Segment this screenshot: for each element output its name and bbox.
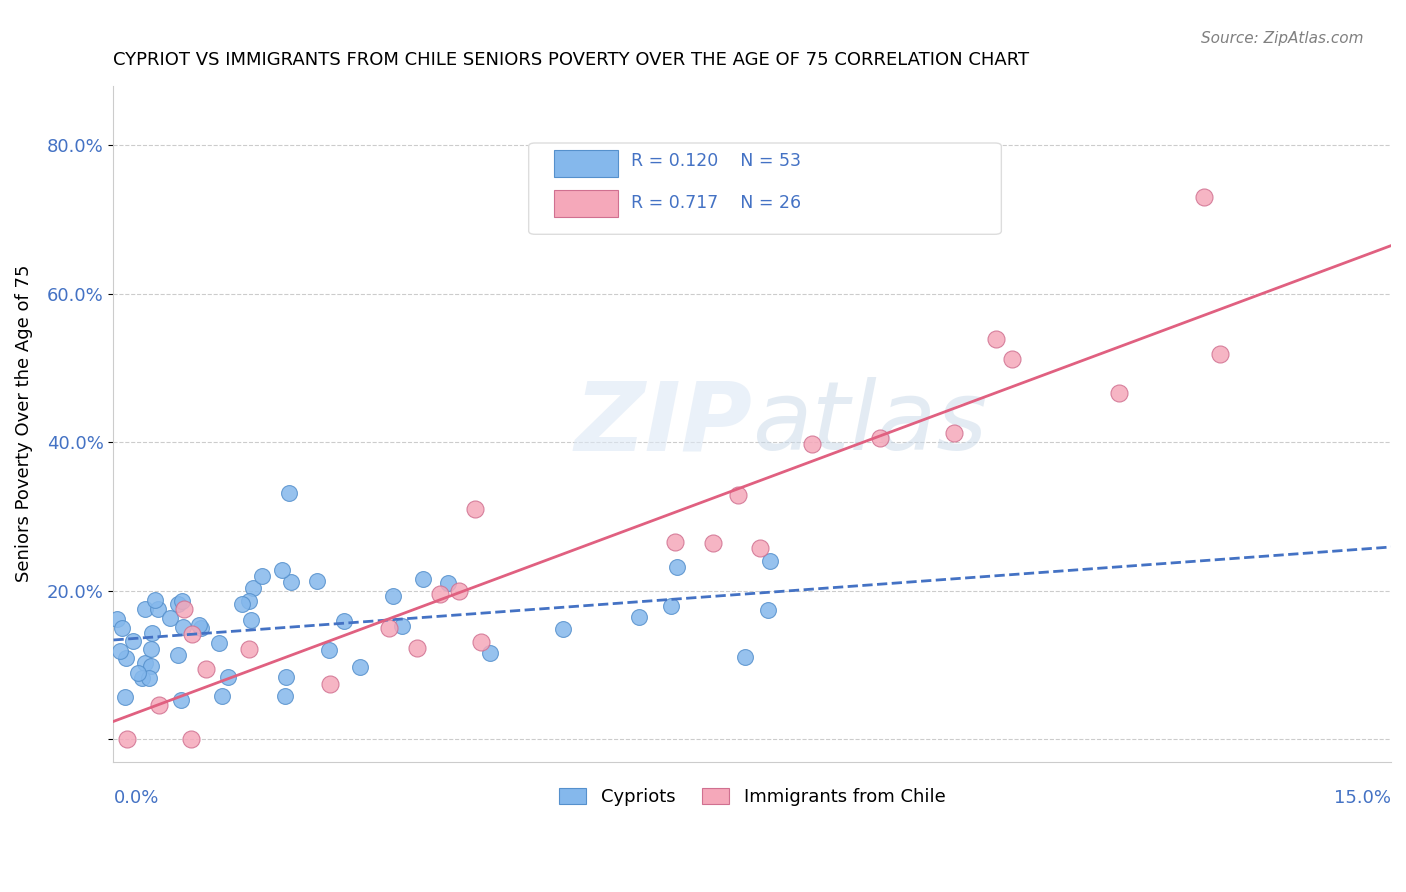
Point — [553, 622, 575, 636]
Point — [1209, 347, 1232, 361]
Point — [105, 612, 128, 626]
Point — [319, 677, 342, 691]
Point — [277, 485, 299, 500]
Point — [188, 617, 211, 632]
Point — [349, 660, 371, 674]
Text: CYPRIOT VS IMMIGRANTS FROM CHILE SENIORS POVERTY OVER THE AGE OF 75 CORRELATION : CYPRIOT VS IMMIGRANTS FROM CHILE SENIORS… — [114, 51, 1029, 69]
Point — [108, 644, 131, 658]
Point — [305, 574, 328, 589]
Point — [242, 581, 264, 595]
Point — [702, 536, 724, 550]
Point — [659, 599, 682, 614]
Point — [131, 671, 153, 685]
Point — [1108, 386, 1130, 401]
Point — [231, 597, 253, 611]
Point — [167, 597, 190, 611]
Point — [1001, 352, 1024, 367]
Point — [170, 692, 193, 706]
Point — [429, 587, 451, 601]
Point — [273, 689, 295, 703]
Point — [800, 437, 823, 451]
Point — [134, 602, 156, 616]
Legend: Cypriots, Immigrants from Chile: Cypriots, Immigrants from Chile — [551, 780, 953, 814]
Point — [270, 563, 292, 577]
Point — [470, 635, 492, 649]
Point — [127, 666, 149, 681]
Point — [121, 633, 143, 648]
Point — [250, 569, 273, 583]
Text: atlas: atlas — [752, 377, 987, 470]
Point — [280, 575, 302, 590]
Point — [628, 609, 651, 624]
Point — [180, 732, 202, 747]
Point — [217, 670, 239, 684]
Text: R = 0.717    N = 26: R = 0.717 N = 26 — [631, 194, 801, 211]
Point — [194, 662, 217, 676]
FancyBboxPatch shape — [529, 143, 1001, 235]
Y-axis label: Seniors Poverty Over the Age of 75: Seniors Poverty Over the Age of 75 — [15, 265, 32, 582]
Point — [167, 648, 190, 662]
Point — [134, 656, 156, 670]
Point — [942, 426, 965, 441]
Point — [238, 641, 260, 656]
Point — [412, 572, 434, 586]
Text: R = 0.120    N = 53: R = 0.120 N = 53 — [631, 153, 801, 170]
Point — [141, 658, 163, 673]
Point — [378, 621, 401, 635]
Point — [756, 603, 779, 617]
Point — [748, 541, 770, 556]
Point — [172, 620, 194, 634]
Point — [240, 614, 263, 628]
Point — [159, 611, 181, 625]
Point — [139, 641, 162, 656]
Point — [138, 671, 160, 685]
Point — [111, 622, 134, 636]
Point — [464, 502, 486, 516]
Point — [208, 636, 231, 650]
Point — [734, 649, 756, 664]
Point — [666, 560, 689, 574]
Point — [759, 554, 782, 568]
Text: 15.0%: 15.0% — [1334, 789, 1391, 807]
Point — [437, 576, 460, 591]
Point — [173, 601, 195, 615]
Point — [405, 641, 427, 656]
Point — [238, 594, 260, 608]
Point — [318, 642, 340, 657]
Bar — [554, 190, 619, 218]
Point — [114, 690, 136, 705]
Point — [447, 583, 470, 598]
Point — [148, 602, 170, 616]
Point — [986, 332, 1008, 346]
Point — [274, 670, 297, 684]
Point — [180, 626, 202, 640]
Point — [727, 488, 749, 502]
Text: 0.0%: 0.0% — [114, 789, 159, 807]
Point — [664, 535, 686, 549]
Point — [479, 646, 502, 660]
Point — [391, 619, 413, 633]
Point — [1192, 190, 1215, 204]
Point — [333, 614, 356, 628]
Point — [190, 621, 212, 635]
Point — [148, 698, 170, 712]
Point — [115, 651, 138, 665]
Point — [869, 431, 891, 445]
Point — [141, 626, 163, 640]
Point — [143, 593, 166, 607]
Point — [170, 594, 193, 608]
Point — [382, 589, 405, 603]
Point — [211, 690, 233, 704]
Point — [117, 732, 139, 747]
Text: Source: ZipAtlas.com: Source: ZipAtlas.com — [1201, 31, 1364, 46]
Bar — [554, 150, 619, 177]
Text: ZIP: ZIP — [575, 377, 752, 470]
